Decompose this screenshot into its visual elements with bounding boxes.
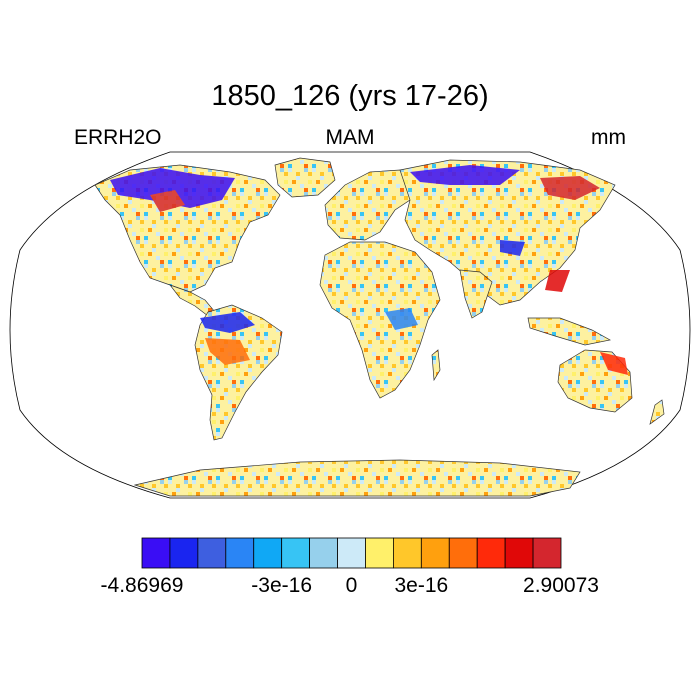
colorbar-swatch: [337, 537, 366, 569]
colorbar-swatch: [448, 537, 478, 569]
colorbar-swatch: [504, 537, 534, 569]
colorbar-swatch: [476, 537, 506, 569]
indonesia: [527, 317, 612, 346]
colorbar-swatch: [169, 537, 199, 569]
hotspots: [110, 165, 628, 375]
colorbar-label: -4.86969: [100, 574, 184, 597]
europe: [324, 169, 421, 241]
colorbar-swatch: [197, 537, 227, 569]
colorbar-swatch: [309, 537, 338, 569]
greenland: [274, 157, 336, 198]
colorbar-label: 2.90073: [523, 574, 599, 597]
colorbar-swatch: [253, 537, 283, 569]
africa: [319, 241, 441, 399]
variable-label: ERRH2O: [74, 126, 162, 149]
colorbar-swatch: [532, 537, 562, 569]
antarctica: [133, 459, 581, 497]
colorbar-label: -3e-16: [251, 574, 313, 597]
colorbar-swatch: [392, 537, 422, 569]
colorbar-swatch: [281, 537, 310, 569]
units-label: mm: [591, 126, 626, 149]
colorbar-swatch: [420, 537, 450, 569]
colorbar-label: 0: [345, 574, 358, 597]
colorbar-swatch: [225, 537, 255, 569]
india: [459, 269, 493, 319]
colorbar-swatch: [365, 537, 394, 569]
madagascar: [431, 349, 441, 382]
new-zealand: [649, 399, 665, 425]
season-label: MAM: [325, 126, 375, 149]
colorbar-label: 3e-16: [394, 574, 449, 597]
map-title: 1850_126 (yrs 17-26): [211, 80, 489, 112]
colorbar-swatch: [141, 537, 171, 569]
